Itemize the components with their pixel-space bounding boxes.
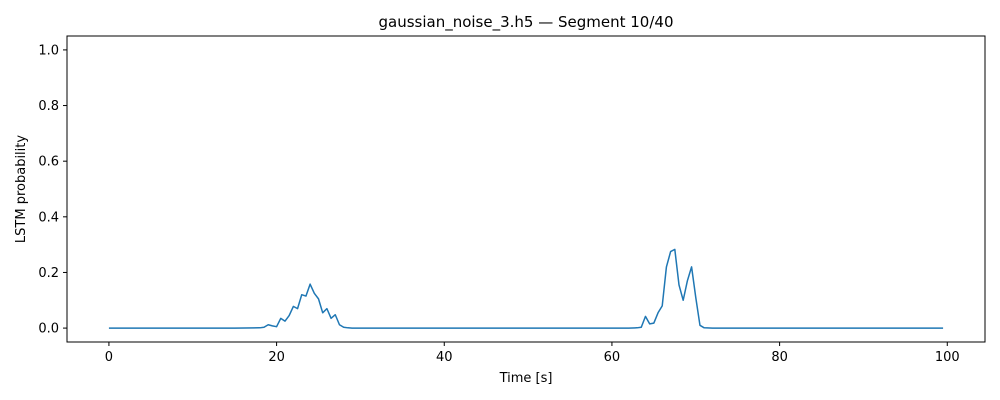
x-tick-label-40: 40	[436, 350, 453, 365]
x-tick-label-60: 60	[604, 350, 621, 365]
y-tick-label-0.6: 0.6	[38, 155, 59, 170]
y-tick-label-0.4: 0.4	[38, 210, 59, 225]
y-axis-label: LSTM probability	[14, 135, 29, 243]
y-tick-label-0.8: 0.8	[38, 99, 59, 114]
y-tick-label-1: 1.0	[38, 43, 59, 58]
chart-title: gaussian_noise_3.h5 — Segment 10/40	[378, 13, 673, 32]
x-tick-label-0: 0	[105, 350, 113, 365]
x-tick-label-100: 100	[935, 350, 960, 365]
x-axis-label: Time [s]	[499, 371, 553, 386]
x-tick-label-20: 20	[268, 350, 285, 365]
plot-area: 0 20 40 60 80 100 0.0 0.2 0.4 0.6 0.8 1.0	[38, 35, 986, 365]
series-line-0	[108, 248, 944, 329]
y-tick-label-0: 0.0	[38, 322, 59, 337]
y-tick-label-0.2: 0.2	[38, 266, 59, 281]
x-tick-label-80: 80	[771, 350, 788, 365]
plot-frame	[66, 35, 986, 343]
